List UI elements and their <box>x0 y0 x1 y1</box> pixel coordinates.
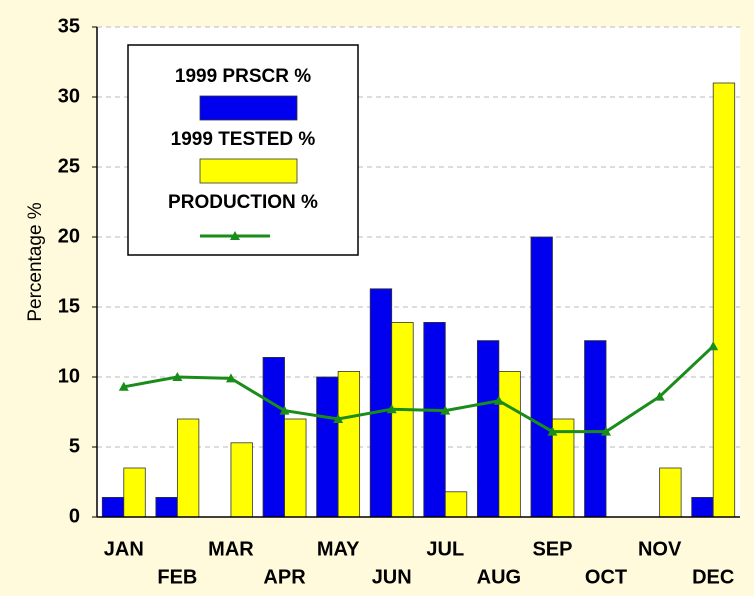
bar <box>444 491 468 518</box>
line-marker <box>547 426 558 436</box>
y-tick-label: 5 <box>69 435 80 457</box>
legend-marker <box>230 231 240 240</box>
line-marker <box>225 373 236 383</box>
bar <box>712 82 736 518</box>
y-tick-label: 0 <box>69 505 80 527</box>
bar <box>498 370 521 518</box>
line-marker <box>172 372 183 381</box>
legend-swatch <box>199 158 298 184</box>
x-tick-label: MAR <box>208 538 254 560</box>
x-tick-label: APR <box>263 566 306 588</box>
bar <box>101 496 125 518</box>
bar <box>284 418 307 518</box>
y-tick-label: 30 <box>58 85 80 107</box>
bar <box>369 288 393 518</box>
bar <box>391 321 414 518</box>
x-tick-label: NOV <box>638 538 682 560</box>
bar <box>691 496 714 518</box>
bar <box>262 356 285 518</box>
y-tick-label: 20 <box>58 225 80 247</box>
line-marker <box>654 391 665 401</box>
legend-label: 1999 PRSCR % <box>175 66 311 87</box>
line-marker <box>440 405 451 415</box>
line-marker <box>601 426 612 436</box>
x-tick-label: FEB <box>157 566 197 588</box>
bar <box>155 496 178 518</box>
bar <box>530 236 553 518</box>
x-tick-label: JUN <box>372 566 412 588</box>
y-tick-label: 35 <box>58 15 80 37</box>
legend-label: PRODUCTION % <box>168 192 318 213</box>
x-tick-label: MAY <box>317 538 360 560</box>
y-tick-label: 25 <box>58 155 80 177</box>
bar <box>123 467 146 518</box>
y-tick-label: 10 <box>58 365 80 387</box>
y-tick-label: 15 <box>58 295 80 317</box>
bar <box>316 376 339 518</box>
legend-box <box>127 44 359 256</box>
x-tick-label: SEP <box>532 538 572 560</box>
bar <box>423 321 446 518</box>
legend-label: 1999 TESTED % <box>171 129 316 150</box>
bar <box>176 418 200 518</box>
bar <box>337 370 361 518</box>
legend-swatch <box>199 95 298 121</box>
line-series <box>123 345 715 434</box>
y-axis-label: Percentage % <box>25 202 46 321</box>
x-tick-label: OCT <box>585 566 627 588</box>
bar <box>659 467 682 518</box>
line-marker <box>118 381 129 391</box>
x-tick-label: JUL <box>426 538 464 560</box>
x-tick-label: JAN <box>104 538 144 560</box>
bar <box>584 340 607 518</box>
line-marker <box>386 404 397 414</box>
x-tick-label: DEC <box>692 566 734 588</box>
line-marker <box>333 414 344 423</box>
line-marker <box>279 405 290 415</box>
line-marker <box>493 395 504 405</box>
bar <box>230 442 253 518</box>
legend: 1999 PRSCR % 1999 TESTED % PRODUCTION % <box>127 44 359 256</box>
x-tick-label: AUG <box>477 566 521 588</box>
line-marker <box>708 341 719 351</box>
bar <box>476 340 500 518</box>
